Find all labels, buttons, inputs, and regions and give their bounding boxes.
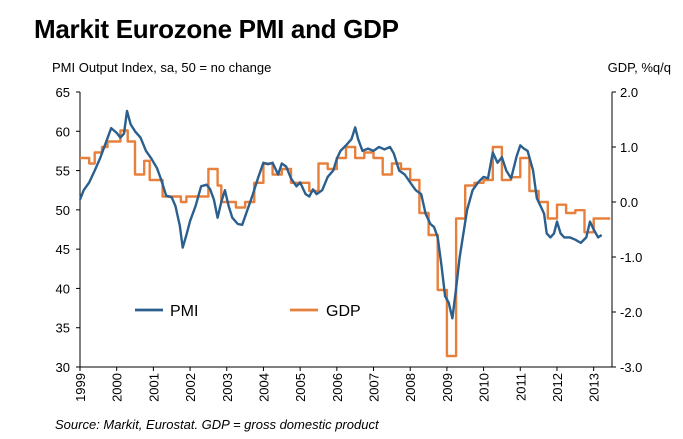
right-tick-label: -2.0 [620,305,642,320]
left-tick-label: 60 [56,124,70,139]
left-tick-label: 65 [56,85,70,100]
x-tick-label: 2010 [477,373,492,402]
x-tick-label: 2002 [183,373,198,402]
series-line-gdp [80,129,611,358]
x-tick-label: 2003 [220,373,235,402]
x-tick-label: 2005 [293,373,308,402]
chart-axes: 30 35 40 45 50 55 60 65 -3.0 -2.0 -1.0 0.0 1.0 2.0 199… [56,85,643,402]
x-tick-label: 2001 [146,373,161,402]
legend-label-pmi: PMI [170,303,198,320]
x-tick-label: 2004 [256,373,271,402]
left-tick-label: 30 [56,360,70,375]
right-tick-label: 1.0 [620,140,638,155]
chart-legend: PMI GDP [135,303,361,320]
x-tick-label: 1999 [73,373,88,402]
left-tick-label: 50 [56,203,70,218]
right-axis-title: GDP, %q/q [607,60,671,75]
left-axis-title: PMI Output Index, sa, 50 = no change [52,60,272,75]
right-tick-label: 2.0 [620,85,638,100]
x-tick-label: 2007 [367,373,382,402]
x-tick-label: 2012 [550,373,565,402]
right-tick-label: 0.0 [620,195,638,210]
x-tick-label: 2009 [440,373,455,402]
x-tick-label: 2006 [330,373,345,402]
left-tick-label: 55 [56,164,70,179]
x-tick-label: 2000 [110,373,125,402]
x-tick-label: 2008 [403,373,418,402]
right-tick-label: -1.0 [620,250,642,265]
series-line-pmi [78,109,603,320]
left-tick-label: 35 [56,321,70,336]
left-tick-label: 40 [56,281,70,296]
x-tick-label: 2011 [513,373,528,401]
legend-label-gdp: GDP [326,303,361,320]
chart-series [78,109,611,358]
source-note: Source: Markit, Eurostat. GDP = gross do… [55,417,379,432]
left-tick-label: 45 [56,242,70,257]
x-tick-label: 2013 [587,373,602,402]
right-tick-label: -3.0 [620,360,642,375]
chart-title: Markit Eurozone PMI and GDP [34,14,399,44]
